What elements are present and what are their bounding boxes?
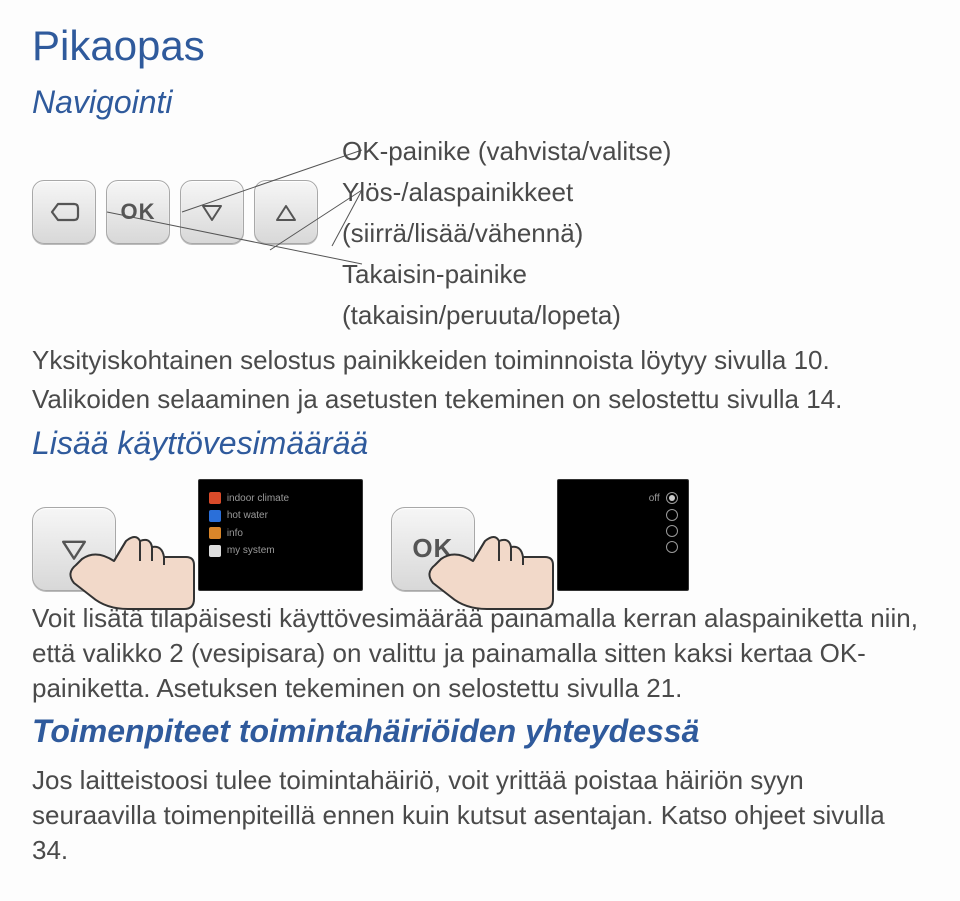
screen-b-header: off (649, 492, 660, 506)
up-button[interactable] (254, 180, 318, 244)
down-button-step[interactable] (32, 507, 116, 591)
screen-menu-icon (209, 527, 221, 539)
device-screen-options: off (557, 479, 689, 591)
step-2: OK (391, 507, 475, 591)
triangle-down-icon (197, 197, 227, 227)
screen-menu-row: info (209, 527, 352, 541)
screen-menu-row: hot water (209, 509, 352, 523)
label-ok: OK-painike (vahvista/valitse) (342, 134, 671, 169)
screen-menu-icon (209, 492, 221, 504)
nav-paragraph-2: Valikoiden selaaminen ja asetusten tekem… (32, 382, 928, 417)
faults-paragraph: Jos laitteistoosi tulee toimintahäiriö, … (32, 763, 928, 868)
ok-button[interactable]: OK (106, 180, 170, 244)
radio-icon (666, 509, 678, 521)
section-heading-hotwater: Lisää käyttövesimäärää (32, 422, 928, 465)
step-2-label: 2X (493, 550, 525, 585)
label-back-line1: Takaisin-painike (342, 257, 671, 292)
radio-icon (666, 525, 678, 537)
screen-menu-icon (209, 510, 221, 522)
faults-body: Jos laitteistoosi tulee toimintahäiriö, … (32, 763, 928, 868)
screen-menu-icon (209, 545, 221, 557)
button-row: OK (32, 180, 318, 244)
step-1-label: 1X (134, 550, 166, 585)
label-back-line2: (takaisin/peruuta/lopeta) (342, 298, 671, 333)
page-title: Pikaopas (32, 18, 928, 75)
screen-option-row (568, 541, 678, 553)
back-button[interactable] (32, 180, 96, 244)
label-updown-line2: (siirrä/lisää/vähennä) (342, 216, 671, 251)
triangle-up-icon (271, 197, 301, 227)
ok-button-step[interactable]: OK (391, 507, 475, 591)
button-labels: OK-painike (vahvista/valitse) Ylös-/alas… (342, 134, 671, 333)
screen-menu-row: my system (209, 544, 352, 558)
radio-selected-icon (666, 492, 678, 504)
nav-paragraph-1: Yksityiskohtainen selostus painikkeiden … (32, 343, 928, 378)
label-updown-line1: Ylös-/alaspainikkeet (342, 175, 671, 210)
down-button[interactable] (180, 180, 244, 244)
triangle-down-icon (56, 531, 92, 567)
section-heading-navigation: Navigointi (32, 81, 928, 124)
navigation-block: OK OK-painike (vahvista/valitse) Ylös-/a… (32, 134, 928, 333)
step-1 (32, 507, 116, 591)
screen-menu-label: info (227, 527, 243, 541)
hotwater-body: Voit lisätä tilapäisesti käyttövesimäärä… (32, 601, 928, 706)
steps-row: 1X indoor climatehot waterinfomy system … (32, 479, 928, 591)
hotwater-paragraph: Voit lisätä tilapäisesti käyttövesimäärä… (32, 601, 928, 706)
screen-option-row (568, 509, 678, 521)
section-heading-faults: Toimenpiteet toimintahäiriöiden yhteydes… (32, 710, 928, 753)
screen-option-row (568, 525, 678, 537)
screen-menu-label: indoor climate (227, 492, 289, 506)
back-arrow-icon (46, 198, 82, 226)
ok-button-step-label: OK (412, 531, 453, 566)
screen-menu-label: hot water (227, 509, 268, 523)
screen-menu-row: indoor climate (209, 492, 352, 506)
device-screen-menu: indoor climate hot water info my system (198, 479, 363, 591)
radio-icon (666, 541, 678, 553)
screen-menu-label: my system (227, 544, 275, 558)
nav-paragraphs: Yksityiskohtainen selostus painikkeiden … (32, 343, 928, 417)
ok-button-label: OK (121, 197, 156, 227)
